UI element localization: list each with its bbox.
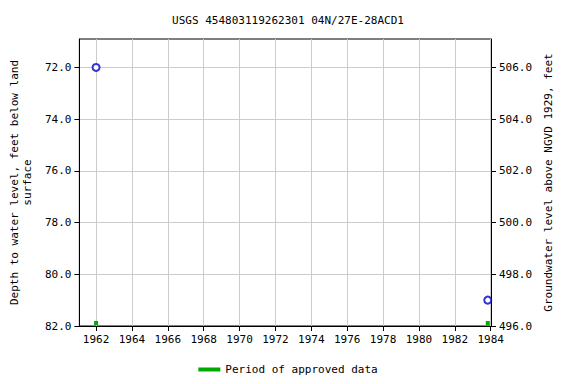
svg-text:1984: 1984	[477, 333, 504, 346]
svg-text:504.0: 504.0	[499, 113, 532, 126]
svg-text:72.0: 72.0	[45, 61, 72, 74]
svg-text:500.0: 500.0	[499, 216, 532, 229]
svg-text:1968: 1968	[190, 333, 217, 346]
svg-text:1964: 1964	[119, 333, 146, 346]
svg-text:1962: 1962	[83, 333, 110, 346]
svg-text:1974: 1974	[298, 333, 325, 346]
svg-text:80.0: 80.0	[45, 268, 72, 281]
svg-text:Period of approved data: Period of approved data	[225, 363, 377, 376]
svg-text:Groundwater level above NGVD 1: Groundwater level above NGVD 1929, feet	[542, 53, 555, 311]
svg-text:76.0: 76.0	[45, 164, 72, 177]
svg-text:1980: 1980	[406, 333, 433, 346]
svg-text:1978: 1978	[370, 333, 397, 346]
svg-text:1982: 1982	[442, 333, 469, 346]
svg-text:498.0: 498.0	[499, 268, 532, 281]
svg-text:496.0: 496.0	[499, 320, 532, 333]
svg-text:Depth to water level, feet bel: Depth to water level, feet below land	[8, 60, 21, 305]
svg-text:USGS 454803119262301 04N/27E-2: USGS 454803119262301 04N/27E-28ACD1	[172, 14, 404, 27]
svg-text:1976: 1976	[334, 333, 361, 346]
svg-text:78.0: 78.0	[45, 216, 72, 229]
svg-text:82.0: 82.0	[45, 320, 72, 333]
svg-text:506.0: 506.0	[499, 61, 532, 74]
svg-text:1970: 1970	[226, 333, 253, 346]
svg-text:74.0: 74.0	[45, 113, 72, 126]
svg-text:502.0: 502.0	[499, 164, 532, 177]
svg-text:surface: surface	[21, 159, 34, 205]
svg-text:1966: 1966	[155, 333, 182, 346]
svg-text:1972: 1972	[262, 333, 289, 346]
